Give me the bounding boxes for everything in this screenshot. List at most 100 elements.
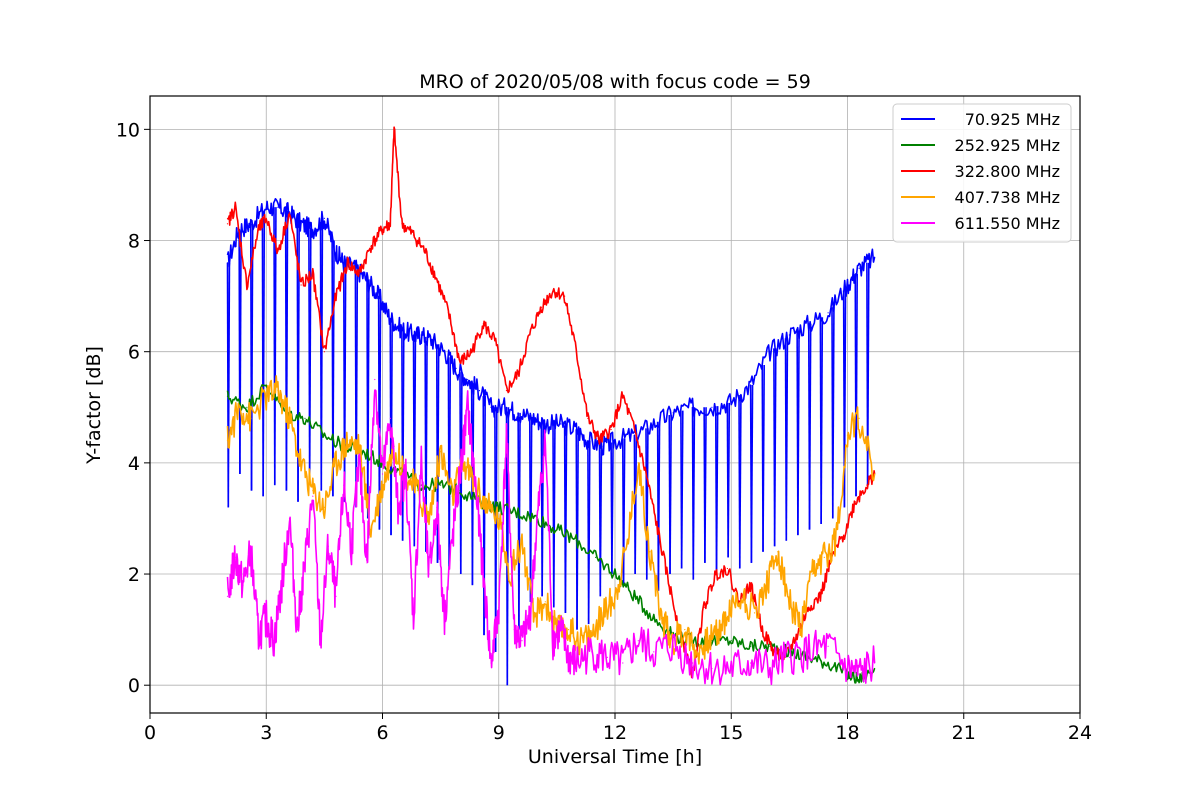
data-point bbox=[769, 667, 771, 670]
data-point bbox=[587, 440, 589, 442]
data-point bbox=[529, 334, 531, 336]
data-point bbox=[370, 529, 372, 531]
data-point bbox=[742, 595, 744, 597]
data-point bbox=[401, 328, 403, 331]
data-point bbox=[323, 434, 325, 436]
x-tick-label: 15 bbox=[719, 722, 743, 744]
data-point bbox=[482, 573, 484, 575]
legend-label: 611.550 MHz bbox=[955, 214, 1060, 233]
data-point bbox=[533, 417, 535, 419]
data-point bbox=[459, 473, 461, 475]
legend-label: 322.800 MHz bbox=[955, 162, 1060, 181]
data-point bbox=[478, 390, 480, 392]
calibration-dip-return bbox=[273, 207, 277, 486]
data-point bbox=[455, 367, 457, 369]
data-point bbox=[265, 617, 267, 620]
data-point bbox=[866, 484, 868, 486]
data-point bbox=[808, 606, 810, 609]
data-point bbox=[277, 251, 279, 253]
data-point bbox=[730, 640, 732, 642]
data-point bbox=[343, 262, 345, 264]
data-point bbox=[602, 612, 605, 614]
data-point bbox=[234, 206, 236, 208]
data-point bbox=[226, 395, 229, 397]
calibration-dip-return bbox=[750, 385, 754, 563]
data-point bbox=[513, 629, 515, 631]
data-point bbox=[874, 662, 876, 664]
data-point bbox=[536, 517, 539, 520]
data-point bbox=[750, 662, 752, 664]
data-point bbox=[614, 573, 616, 575]
calibration-dip-return bbox=[634, 435, 638, 575]
calibration-dip-return bbox=[552, 423, 556, 608]
data-point bbox=[509, 573, 511, 575]
data-point bbox=[467, 378, 469, 381]
data-point bbox=[540, 306, 543, 308]
data-point bbox=[796, 634, 798, 636]
calibration-dip-return bbox=[808, 323, 812, 530]
data-point bbox=[234, 556, 236, 559]
data-point bbox=[412, 334, 415, 336]
data-point bbox=[575, 351, 577, 353]
data-point bbox=[366, 562, 368, 564]
series-2 bbox=[226, 126, 876, 679]
data-point bbox=[397, 506, 399, 508]
data-point bbox=[765, 584, 767, 586]
data-point bbox=[335, 595, 337, 597]
data-point bbox=[726, 567, 729, 570]
data-point bbox=[533, 617, 535, 620]
data-point bbox=[668, 584, 670, 586]
data-point bbox=[657, 529, 659, 531]
data-point bbox=[467, 406, 469, 408]
data-point bbox=[773, 651, 775, 653]
data-point bbox=[347, 440, 349, 442]
data-point bbox=[730, 667, 732, 670]
data-point bbox=[436, 278, 438, 280]
y-tick-label: 10 bbox=[116, 119, 140, 141]
x-tick-label: 12 bbox=[603, 722, 627, 744]
calibration-dip-return bbox=[611, 442, 614, 575]
data-point bbox=[304, 562, 306, 564]
data-point bbox=[874, 667, 876, 670]
data-point bbox=[556, 529, 558, 531]
data-point bbox=[598, 440, 601, 442]
data-point bbox=[358, 462, 360, 464]
data-point bbox=[486, 506, 488, 508]
data-point bbox=[277, 206, 279, 208]
chart-title: MRO of 2020/05/08 with focus code = 59 bbox=[419, 71, 811, 93]
data-point bbox=[474, 484, 477, 486]
data-point bbox=[846, 284, 849, 286]
data-point bbox=[304, 417, 306, 419]
data-point bbox=[750, 584, 752, 586]
legend-label: 252.925 MHz bbox=[955, 136, 1060, 155]
data-point bbox=[750, 645, 752, 647]
calibration-dip-return bbox=[587, 440, 591, 625]
data-point bbox=[312, 495, 314, 497]
data-point bbox=[238, 406, 240, 408]
data-point bbox=[412, 617, 415, 620]
data-point bbox=[323, 351, 325, 353]
data-point bbox=[633, 434, 636, 436]
data-point bbox=[738, 601, 740, 603]
data-point bbox=[753, 612, 756, 614]
calibration-dip-return bbox=[831, 307, 835, 519]
series-line bbox=[226, 126, 876, 679]
calibration-dip-return bbox=[320, 221, 324, 491]
data-point bbox=[564, 295, 566, 297]
data-point bbox=[366, 278, 368, 280]
calibration-dip-return bbox=[413, 335, 417, 547]
data-point bbox=[858, 267, 860, 269]
data-point bbox=[691, 662, 694, 664]
data-point bbox=[800, 629, 802, 631]
y-tick-label: 2 bbox=[128, 564, 140, 586]
data-point bbox=[777, 551, 779, 553]
legend-label: 70.925 MHz bbox=[965, 110, 1060, 129]
data-point bbox=[595, 556, 597, 559]
data-point bbox=[389, 223, 391, 225]
data-point bbox=[653, 423, 655, 425]
data-point bbox=[420, 462, 422, 464]
data-point bbox=[257, 228, 260, 230]
calibration-dip-return bbox=[599, 444, 603, 597]
data-point bbox=[323, 217, 325, 219]
